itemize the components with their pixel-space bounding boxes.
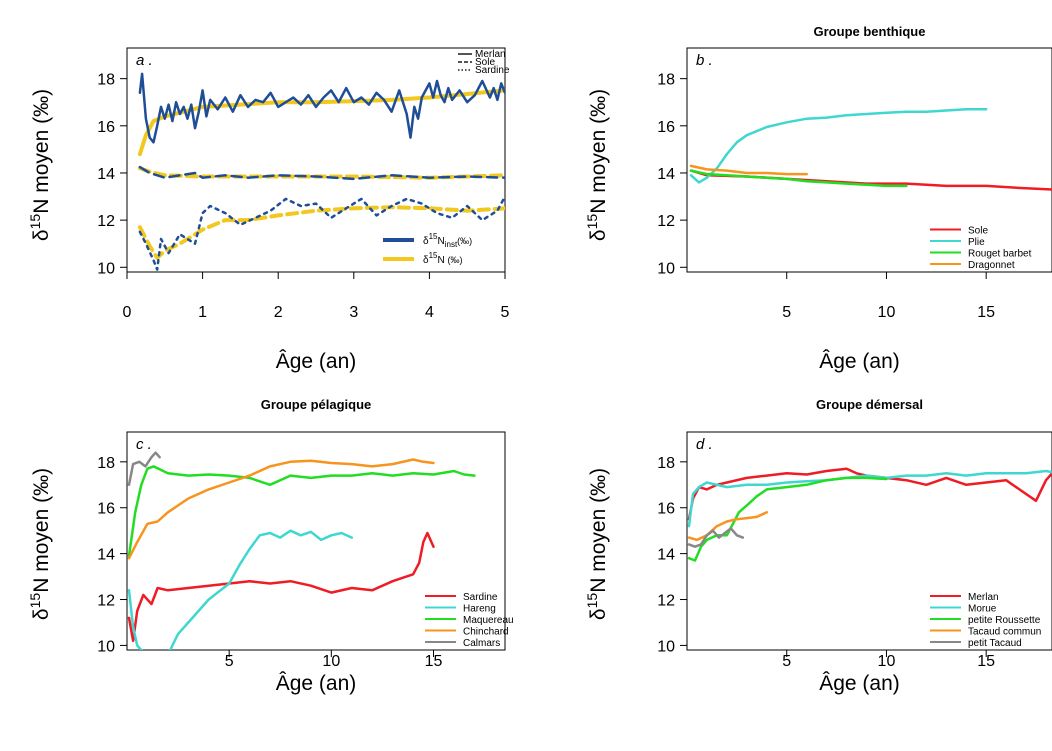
x-axis-label: Âge (an) [276,672,357,695]
x-tick-label: 3 [349,304,358,321]
panel-letter: c . [136,436,152,453]
legend-label: Chinchard [463,627,509,638]
plot-frame [686,47,1052,273]
panel-title: Groupe démersal [816,397,923,412]
plot-frame [126,431,506,651]
series-group [689,108,1052,191]
legend-label: Sardine [475,65,510,76]
y-tick-label: 12 [657,213,675,230]
x-axis-label: Âge (an) [819,672,900,695]
y-tick-label: 18 [657,455,675,472]
legend-label: petite Roussette [968,615,1041,626]
panel-3: Groupe démersal d . 10 12 14 16 18 5 10 15 Âge (an… [584,397,1052,695]
x-tick-label: 5 [225,653,234,670]
legend-label: Maquereau [463,615,514,626]
legend-label: Merlan [968,592,999,603]
y-tick-label: 16 [657,501,675,518]
y-tick-label: 10 [97,638,115,655]
panel-letter: b . [696,52,713,69]
x-tick-label: 10 [878,653,896,670]
y-tick-label: 14 [657,547,675,564]
legend-label: δ15N (‰) [423,251,462,266]
plot-frame [126,47,506,273]
x-tick-label: 15 [425,653,443,670]
y-axis-label: δ15N moyen (‰) [27,89,53,241]
series-line-hareng [127,529,354,650]
x-tick-label: 5 [782,653,791,670]
legend-label: δ15Ninst(‰) [423,232,472,249]
panel-letter: d . [696,436,713,453]
panel-title: Groupe benthique [814,24,926,39]
x-tick-label: 1 [198,304,207,321]
y-tick-label: 14 [657,166,675,183]
legend-label: Calmars [463,638,500,649]
x-tick-label: 10 [878,304,896,321]
series-line-1 [138,72,505,144]
legend-label: Sole [475,57,495,68]
series-line-petite-roussette [687,476,888,562]
legend-label: Rouget barbet [968,249,1032,260]
series-line-maquereau [127,465,476,558]
x-tick-label: 5 [501,304,510,321]
legend-label: Sole [968,226,988,237]
series-line-3 [138,165,505,181]
legend-label: petit Tacaud [968,638,1022,649]
y-tick-label: 18 [97,72,115,89]
y-tick-label: 16 [97,501,115,518]
legend-label: Morue [968,604,997,615]
series-line-4 [137,205,505,260]
x-tick-label: 15 [977,653,995,670]
x-axis-label: Âge (an) [819,350,900,373]
panel-2: Groupe pélagique c . 10 12 14 16 18 5 10 15 Âge (a… [27,397,514,695]
y-tick-label: 10 [657,638,675,655]
y-tick-label: 18 [657,72,675,89]
y-tick-label: 10 [657,260,675,277]
panel-title: Groupe pélagique [261,397,372,412]
legend-label: Dragonnet [968,260,1015,271]
series-line-dragonnet [689,164,808,176]
x-tick-label: 15 [977,304,995,321]
panel-letter: a . [136,52,153,69]
y-tick-label: 10 [97,260,115,277]
series-line-tacaud-commun [687,511,769,542]
x-tick-label: 2 [274,304,283,321]
series-line-0 [137,88,505,157]
y-tick-label: 16 [657,119,675,136]
y-tick-label: 14 [97,547,115,564]
x-tick-label: 5 [782,304,791,321]
x-tick-label: 4 [425,304,434,321]
y-tick-label: 12 [97,593,115,610]
legend-label: Sardine [463,592,498,603]
x-tick-label: 0 [123,304,132,321]
series-line-rouget-barbet [689,169,908,188]
legend-label: Tacaud commun [968,627,1041,638]
legend-label: Merlan [475,49,506,60]
y-tick-label: 14 [97,166,115,183]
y-axis-label: δ15N moyen (‰) [27,468,53,620]
series-line-5 [138,195,505,271]
panel-1: Groupe benthique b . 10 12 14 16 18 5 10 15 Âge (a… [584,24,1052,373]
series-line-petit-tacaud [687,527,745,548]
series-group [127,451,476,650]
plot-frame [686,431,1052,651]
x-axis-label: Âge (an) [276,350,357,373]
series-line-sardine [127,531,435,643]
x-tick-label: 10 [322,653,340,670]
y-axis-label: δ15N moyen (‰) [584,89,610,241]
y-axis-label: δ15N moyen (‰) [584,468,610,620]
y-tick-label: 16 [97,119,115,136]
series-group [137,72,505,271]
series-group [687,467,1052,562]
y-tick-label: 12 [657,593,675,610]
legend-label: Hareng [463,604,496,615]
series-line-chinchard [127,458,435,560]
series-line-plie [689,108,988,184]
series-line-calmars [127,451,161,487]
y-tick-label: 12 [97,213,115,230]
legend-label: Plie [968,237,985,248]
y-tick-label: 18 [97,455,115,472]
